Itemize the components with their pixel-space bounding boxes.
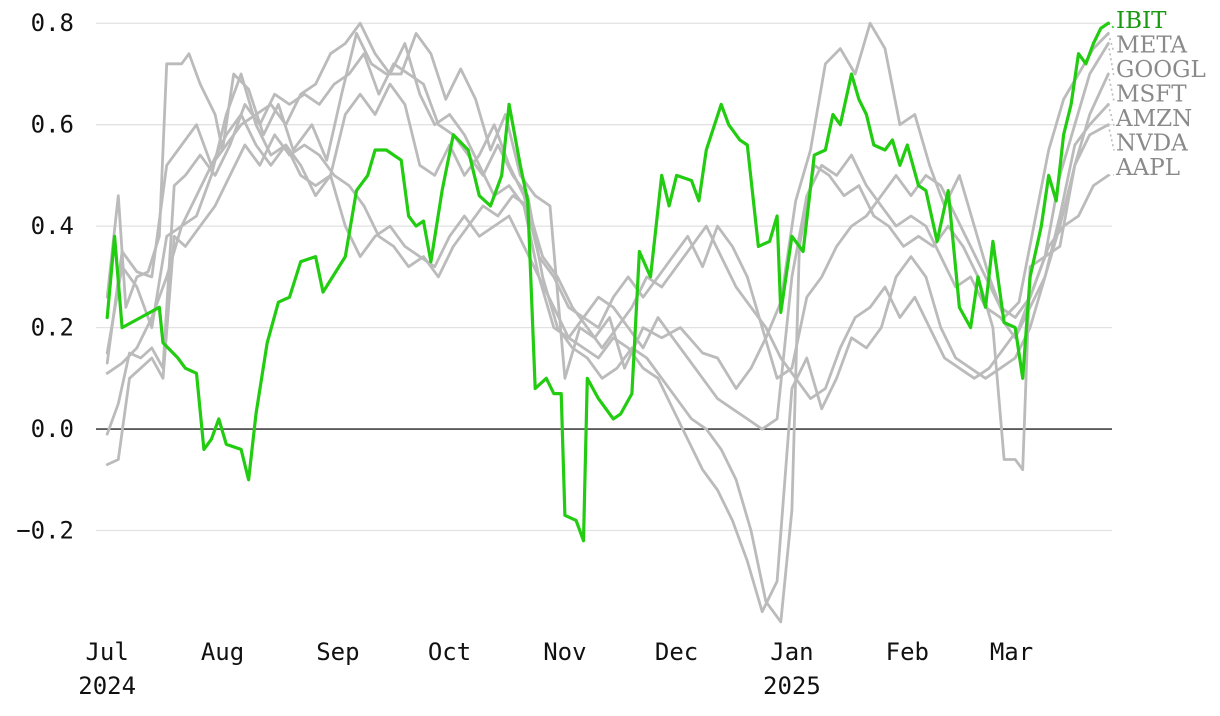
- x-tick-year-label: 2025: [763, 672, 821, 700]
- series-line-aapl: [105, 133, 1110, 466]
- y-axis-tick-labels: 0.8 0.6 0.4 0.2 0.0 −0.2: [16, 9, 74, 544]
- series-line-ibit: [105, 21, 1110, 543]
- end-label-amzn: AMZN: [1115, 106, 1192, 132]
- end-label-googl: GOOGL: [1116, 57, 1206, 83]
- x-tick-label: Aug: [201, 638, 244, 666]
- y-tick-label: 0.0: [31, 415, 74, 443]
- y-tick-label: −0.2: [16, 517, 74, 545]
- leader-line-meta: [1107, 33, 1115, 53]
- end-label-msft: MSFT: [1116, 82, 1187, 108]
- x-tick-year-label: 2024: [78, 672, 136, 700]
- leader-line-msft: [1107, 73, 1115, 102]
- x-tick-label: Mar: [990, 638, 1033, 666]
- series-line-amzn: [105, 72, 1110, 614]
- y-tick-label: 0.6: [31, 111, 74, 139]
- series-line-googl: [105, 21, 1110, 380]
- x-tick-label: Oct: [428, 638, 471, 666]
- end-label-meta: META: [1116, 33, 1187, 59]
- series-line-meta: [105, 21, 1110, 390]
- x-tick-label: Dec: [655, 638, 698, 666]
- x-axis-tick-labels: Jul 2024 Aug Sep Oct Nov Dec Jan 2025 Feb Mar: [78, 638, 1033, 700]
- x-tick-label: Nov: [543, 638, 586, 666]
- y-tick-label: 0.2: [31, 314, 74, 342]
- series-line-msft: [105, 72, 1110, 431]
- series-lines: [105, 21, 1110, 624]
- end-label-ibit: IBIT: [1116, 8, 1167, 34]
- gridlines: [96, 22, 1112, 532]
- end-label-nvda: NVDA: [1116, 131, 1188, 157]
- y-tick-label: 0.8: [31, 9, 74, 37]
- leader-line-googl: [1107, 43, 1115, 78]
- leader-line-amzn: [1107, 104, 1115, 127]
- x-tick-label: Jan: [770, 638, 813, 666]
- end-label-aapl: AAPL: [1115, 155, 1180, 181]
- leader-line-nvda: [1107, 124, 1115, 151]
- x-tick-label: Jul: [85, 638, 128, 666]
- x-tick-label: Sep: [316, 638, 359, 666]
- y-tick-label: 0.4: [31, 212, 74, 240]
- x-tick-label: Feb: [886, 638, 929, 666]
- leader-line-ibit: [1107, 22, 1115, 29]
- series-line-nvda: [105, 52, 1110, 624]
